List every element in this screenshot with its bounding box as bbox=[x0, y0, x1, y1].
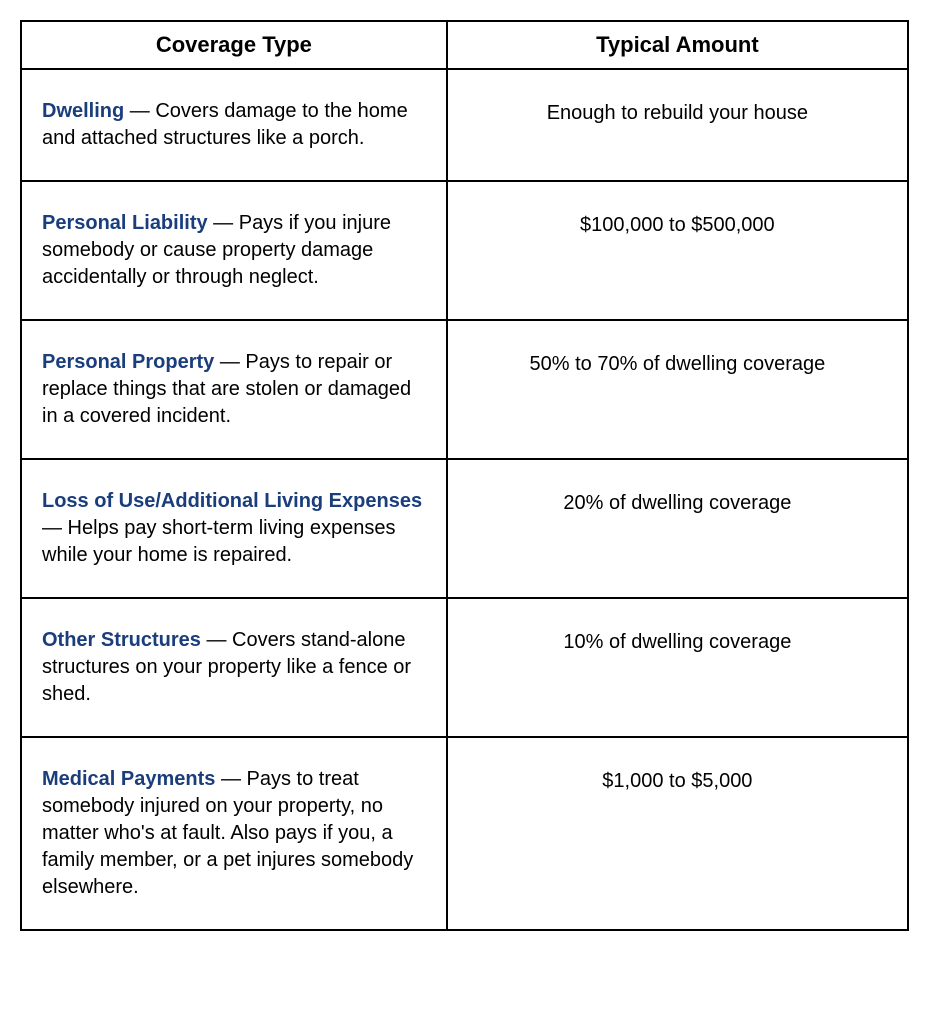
table-row: Dwelling — Covers damage to the home and… bbox=[21, 69, 908, 181]
coverage-type-cell: Dwelling — Covers damage to the home and… bbox=[21, 69, 447, 181]
coverage-term-link[interactable]: Medical Payments bbox=[42, 768, 215, 790]
coverage-type-cell: Loss of Use/Additional Living Expenses —… bbox=[21, 459, 447, 598]
coverage-term-link[interactable]: Loss of Use/Additional Living Expenses bbox=[42, 490, 422, 512]
column-header-coverage-type: Coverage Type bbox=[21, 21, 447, 69]
coverage-term-link[interactable]: Personal Property bbox=[42, 351, 214, 373]
coverage-type-cell: Personal Property — Pays to repair or re… bbox=[21, 320, 447, 459]
typical-amount-cell: 10% of dwelling coverage bbox=[447, 598, 908, 737]
table-row: Other Structures — Covers stand-alone st… bbox=[21, 598, 908, 737]
table-row: Medical Payments — Pays to treat somebod… bbox=[21, 737, 908, 930]
typical-amount-cell: 50% to 70% of dwelling coverage bbox=[447, 320, 908, 459]
coverage-term-link[interactable]: Dwelling bbox=[42, 100, 124, 122]
table-row: Personal Property — Pays to repair or re… bbox=[21, 320, 908, 459]
coverage-description: — Helps pay short-term living expenses w… bbox=[42, 517, 395, 566]
table-row: Personal Liability — Pays if you injure … bbox=[21, 181, 908, 320]
coverage-term-link[interactable]: Other Structures bbox=[42, 629, 201, 651]
typical-amount-cell: 20% of dwelling coverage bbox=[447, 459, 908, 598]
coverage-type-cell: Medical Payments — Pays to treat somebod… bbox=[21, 737, 447, 930]
coverage-type-cell: Personal Liability — Pays if you injure … bbox=[21, 181, 447, 320]
typical-amount-cell: $1,000 to $5,000 bbox=[447, 737, 908, 930]
table-body: Dwelling — Covers damage to the home and… bbox=[21, 69, 908, 930]
typical-amount-cell: $100,000 to $500,000 bbox=[447, 181, 908, 320]
coverage-term-link[interactable]: Personal Liability bbox=[42, 212, 208, 234]
coverage-type-cell: Other Structures — Covers stand-alone st… bbox=[21, 598, 447, 737]
typical-amount-cell: Enough to rebuild your house bbox=[447, 69, 908, 181]
coverage-table-container: Coverage Type Typical Amount Dwelling — … bbox=[20, 20, 909, 931]
coverage-table: Coverage Type Typical Amount Dwelling — … bbox=[20, 20, 909, 931]
column-header-typical-amount: Typical Amount bbox=[447, 21, 908, 69]
table-header-row: Coverage Type Typical Amount bbox=[21, 21, 908, 69]
table-row: Loss of Use/Additional Living Expenses —… bbox=[21, 459, 908, 598]
